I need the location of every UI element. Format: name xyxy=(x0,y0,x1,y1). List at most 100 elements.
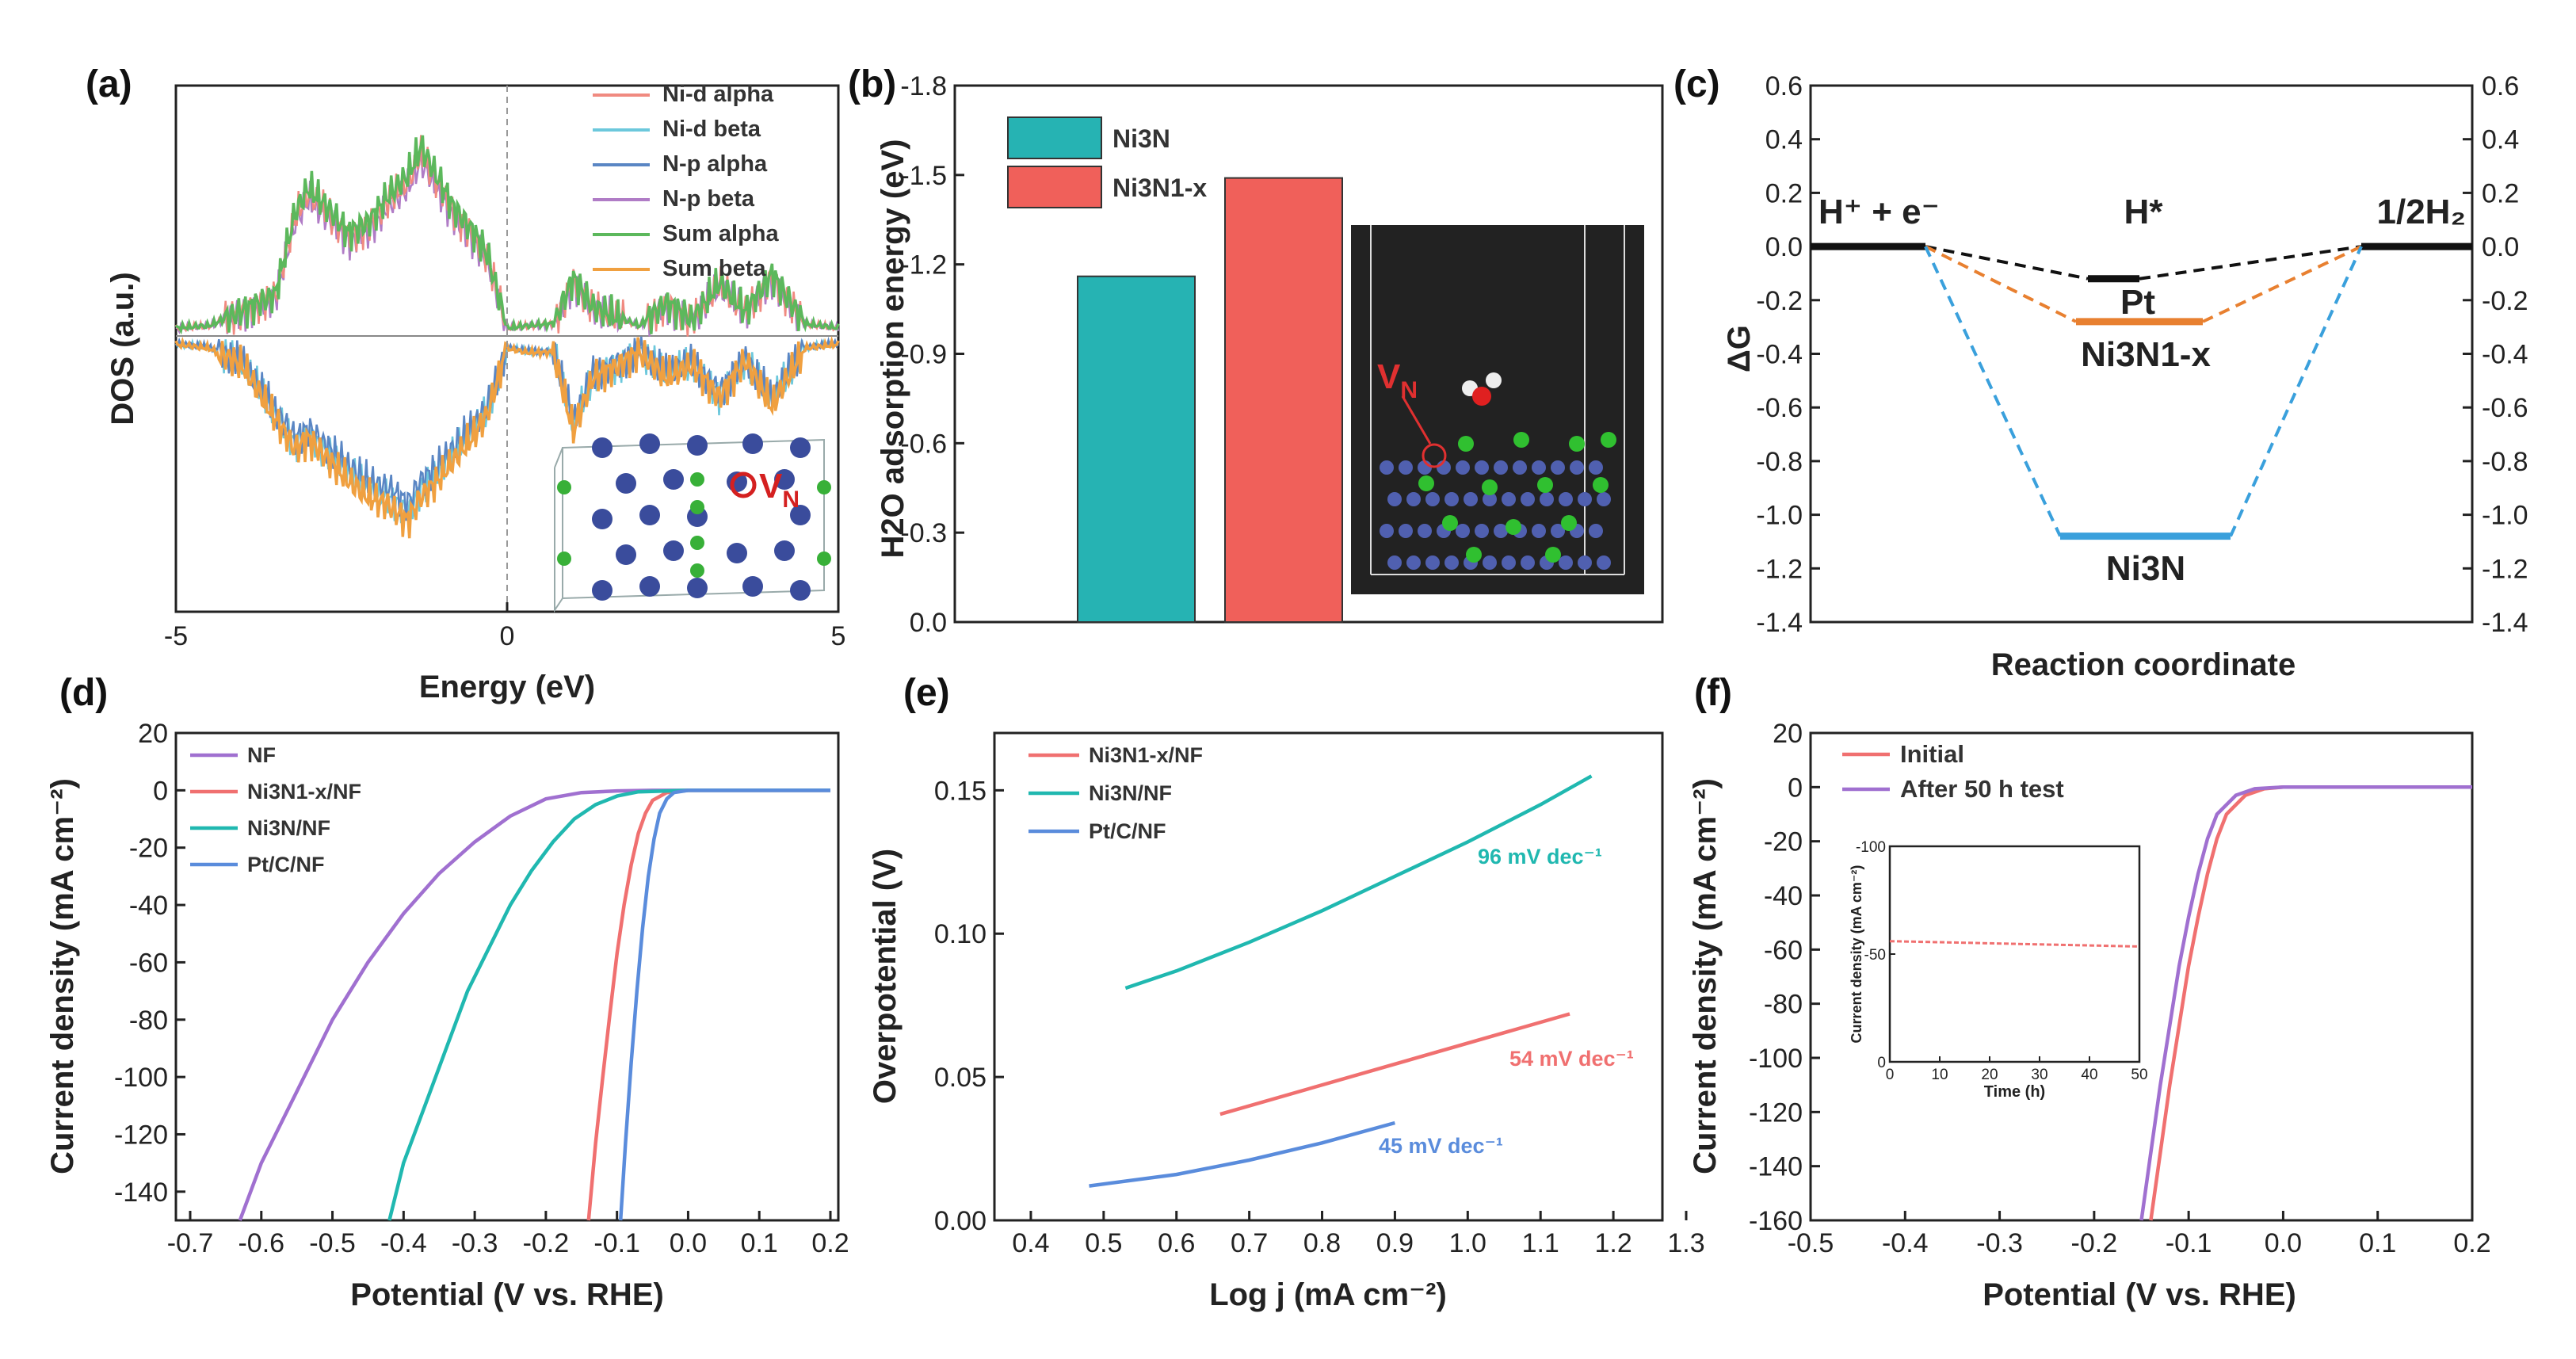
panel-f-y-tick-label: -120 xyxy=(1749,1098,1803,1128)
ni-atom xyxy=(727,543,747,563)
legend-label: Ni-d beta xyxy=(662,116,761,142)
n-atom xyxy=(690,472,704,487)
species-label-ni3n: Ni3N xyxy=(2106,549,2185,588)
panel-f-x-tick-label: -0.1 xyxy=(2166,1228,2212,1258)
panel-a-x-tick-label: 5 xyxy=(831,621,846,651)
panel-d-x-tick-label: -0.5 xyxy=(309,1228,356,1258)
ni-atom xyxy=(790,437,811,458)
panel-d-y-tick-label: -100 xyxy=(114,1063,168,1093)
water-h-atom xyxy=(1486,372,1502,388)
panel-a: (a) Ni-d alpha Ni-d beta N-p alpha N-p beta S… xyxy=(86,63,845,704)
legend-label: N-p alpha xyxy=(662,151,768,177)
panel-c-y-tick-label-right: -1.2 xyxy=(2482,554,2528,584)
vacancy-arrow xyxy=(1401,395,1432,445)
panel-d-x-tick-label: -0.6 xyxy=(238,1228,284,1258)
slab-n-atom xyxy=(1442,515,1458,531)
legend-label: Ni3N1-x xyxy=(1112,174,1207,202)
series-line-2 xyxy=(387,788,830,1221)
panel-f-y-tick-label: -100 xyxy=(1749,1044,1803,1074)
slab-ni-atom xyxy=(1513,460,1527,475)
ni-atom xyxy=(639,505,660,525)
panel-d-y-axis-label: Current density (mA cm⁻²) xyxy=(45,778,80,1174)
panel-f-x-tick-label: -0.4 xyxy=(1882,1228,1929,1258)
panel-e-x-tick-label: 1.0 xyxy=(1449,1228,1486,1258)
inset-y-tick-label: 0 xyxy=(1877,1055,1886,1071)
panel-f-y-tick-label: 0 xyxy=(1788,773,1803,803)
n-atom xyxy=(557,552,571,566)
n-atom xyxy=(817,552,831,566)
inset-y-axis-label: Current density (mA cm⁻²) xyxy=(1849,865,1864,1044)
n-atom xyxy=(690,563,704,578)
ni-atom xyxy=(592,509,613,529)
legend-label: Ni3N/NF xyxy=(1089,781,1172,805)
panel-d-x-axis-label: Potential (V vs. RHE) xyxy=(350,1277,664,1312)
slab-n-atom xyxy=(1545,547,1561,563)
panel-b-slab-inset: VN xyxy=(1351,225,1644,594)
panel-b-y-tick-label: -0.6 xyxy=(900,429,947,459)
legend-label: Sum beta xyxy=(662,256,766,281)
slab-ni-atom xyxy=(1589,460,1603,475)
panel-e-x-tick-label: 0.8 xyxy=(1303,1228,1341,1258)
panel-a-crystal-cell xyxy=(554,438,825,613)
panel-f-y-tick-label: -140 xyxy=(1749,1152,1803,1182)
legend-label: Ni3N1-x/NF xyxy=(1089,743,1203,767)
bar-ni3n1-x xyxy=(1224,177,1343,624)
panel-d-y-tick-label: -120 xyxy=(114,1120,168,1150)
panel-c: (c) 0.6 0.6 0.4 0.4 0.2 0.2 0.0 0.0 -0.2 -0.2 -0.4 -… xyxy=(1673,63,2528,682)
panel-b-y-tick-label: -0.9 xyxy=(900,340,947,370)
panel-c-y-tick-label-left: -0.8 xyxy=(1756,447,1803,477)
panel-c-y-tick-label-left: -1.4 xyxy=(1756,608,1803,638)
panel-d-label: (d) xyxy=(59,672,108,714)
panel-d-x-tick-label: -0.3 xyxy=(452,1228,498,1258)
ni-atom xyxy=(616,544,636,565)
ni-atom xyxy=(742,576,763,597)
panel-d-x-tick-label: -0.7 xyxy=(167,1228,214,1258)
slab-ni-atom xyxy=(1399,524,1413,538)
vacancy-marker xyxy=(730,471,757,498)
legend-label: N-p beta xyxy=(662,186,755,212)
ni-atom xyxy=(663,469,684,490)
slope-label: 54 mV dec⁻¹ xyxy=(1509,1047,1634,1071)
panel-c-y-tick-label-left: 0.0 xyxy=(1765,232,1803,262)
slab-ni-atom xyxy=(1387,492,1402,506)
panel-a-x-tick-label: 0 xyxy=(500,621,515,651)
panel-f-y-tick-label: 20 xyxy=(1773,719,1803,749)
ni-atom xyxy=(687,435,708,456)
inset-cell-lines xyxy=(1370,225,1625,575)
bar-ni3n xyxy=(1077,275,1196,623)
panel-c-y-tick-label-left: 0.2 xyxy=(1765,178,1803,208)
panel-e-label: (e) xyxy=(903,672,950,714)
panel-b-y-tick-label: -1.2 xyxy=(900,250,947,281)
slab-ni-atom xyxy=(1475,460,1489,475)
series-line-2 xyxy=(1089,1120,1395,1188)
slab-n-atom xyxy=(1482,479,1498,495)
panel-c-y-tick-label-left: -1.0 xyxy=(1756,501,1803,531)
slab-ni-atom xyxy=(1418,524,1432,538)
series-line-1 xyxy=(2139,785,2472,1221)
panel-f-x-axis-label: Potential (V vs. RHE) xyxy=(1983,1277,2296,1312)
panel-a-x-tick-label: -5 xyxy=(164,621,188,651)
state-label-intermediate: H* xyxy=(2124,193,2164,231)
slab-ni-atom xyxy=(1521,492,1535,506)
panel-d-x-tick-label: -0.1 xyxy=(593,1228,640,1258)
panel-c-y-tick-label-right: 0.2 xyxy=(2482,178,2519,208)
legend-label: Initial xyxy=(1900,740,1964,768)
slab-ni-atom xyxy=(1578,555,1592,570)
panel-e-x-tick-label: 0.5 xyxy=(1085,1228,1122,1258)
series-line-3 xyxy=(618,788,830,1221)
panel-f-x-tick-label: 0.1 xyxy=(2359,1228,2396,1258)
ni-atom xyxy=(592,580,613,601)
inset-frame xyxy=(1888,845,2141,1063)
slab-ni-atom xyxy=(1532,524,1546,538)
panel-c-x-axis-label: Reaction coordinate xyxy=(1991,647,2296,682)
panel-f-inset: 0 10 20 30 40 50 -100 -50 0 Time (h) Current densi… xyxy=(1849,839,2148,1101)
panel-f-x-tick-label: -0.3 xyxy=(1976,1228,2023,1258)
slab-ni-atom xyxy=(1502,492,1516,506)
panel-f: (f) -0.5 -0.4 -0.3 -0.2 -0.1 0.0 0.1 0.2 20 0 -20 -4… xyxy=(1688,672,2491,1312)
path-ni3n1-x xyxy=(1925,245,2362,323)
panel-c-y-tick-label-right: 0.0 xyxy=(2482,232,2519,262)
panel-e-frame xyxy=(993,731,1664,1222)
panel-d-x-tick-label: 0.2 xyxy=(811,1228,849,1258)
panel-c-y-tick-label-left: -0.2 xyxy=(1756,286,1803,316)
legend-label: After 50 h test xyxy=(1900,775,2064,803)
